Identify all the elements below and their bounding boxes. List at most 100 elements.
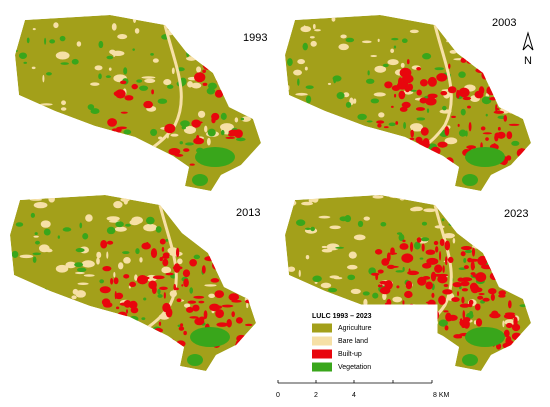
year-label: 2003	[492, 17, 516, 29]
vegetation-patch	[403, 122, 407, 129]
vegetation-patch	[240, 117, 245, 121]
vegetation-patch	[98, 73, 102, 80]
built-up-patch	[481, 255, 493, 259]
bare-land-patch	[202, 209, 211, 216]
vegetation-patch	[150, 53, 154, 56]
vegetation-patch	[465, 130, 468, 137]
built-up-patch	[444, 240, 451, 251]
bare-land-patch	[460, 195, 465, 202]
built-up-patch	[400, 146, 413, 156]
bare-land-patch	[321, 245, 328, 249]
built-up-patch	[131, 83, 138, 90]
built-up-patch	[437, 275, 448, 284]
built-up-patch	[161, 246, 165, 252]
built-up-patch	[458, 87, 470, 98]
bare-land-patch	[90, 82, 100, 86]
built-up-patch	[489, 272, 499, 281]
vegetation-patch	[357, 113, 367, 121]
built-up-patch	[440, 90, 448, 96]
vegetation-patch	[79, 222, 83, 229]
built-up-patch	[477, 295, 484, 300]
bare-land-patch	[285, 40, 289, 46]
built-up-patch	[195, 134, 200, 144]
built-up-patch	[180, 323, 184, 327]
vegetation-patch	[462, 354, 478, 366]
bare-land-patch	[365, 137, 377, 146]
bare-land-patch	[297, 59, 305, 65]
bare-land-patch	[171, 67, 175, 75]
vegetation-patch	[295, 283, 300, 287]
built-up-patch	[126, 330, 129, 340]
vegetation-patch	[181, 125, 186, 130]
bare-land-patch	[301, 201, 314, 206]
built-up-patch	[412, 150, 421, 156]
vegetation-patch	[413, 241, 421, 250]
vegetation-patch	[187, 354, 203, 366]
vegetation-patch	[108, 312, 116, 321]
vegetation-patch	[474, 213, 485, 219]
built-up-patch	[509, 241, 516, 249]
vegetation-patch	[334, 148, 338, 152]
built-up-patch	[509, 255, 520, 262]
year-label: 2023	[504, 208, 528, 220]
built-up-patch	[152, 275, 165, 280]
bare-land-patch	[229, 20, 237, 25]
vegetation-patch	[434, 67, 445, 71]
vegetation-patch	[420, 149, 423, 157]
built-up-patch	[493, 110, 505, 114]
lulc-map	[10, 195, 256, 371]
vegetation-patch	[287, 58, 293, 67]
built-up-patch	[124, 95, 134, 101]
built-up-patch	[460, 251, 466, 257]
bare-land-patch	[143, 223, 158, 232]
built-up-patch	[460, 246, 472, 251]
built-up-patch	[415, 136, 423, 144]
built-up-patch	[141, 242, 151, 250]
scale-label: 0	[276, 392, 280, 399]
vegetation-patch	[157, 294, 163, 298]
built-up-patch	[377, 269, 384, 274]
built-up-patch	[427, 76, 437, 87]
vegetation-patch	[210, 242, 220, 246]
bare-land-patch	[235, 64, 246, 69]
built-up-patch	[202, 69, 206, 73]
built-up-patch	[216, 322, 228, 327]
legend-swatch	[312, 362, 332, 372]
bare-land-patch	[310, 40, 317, 47]
built-up-patch	[109, 319, 115, 330]
vegetation-patch	[225, 224, 234, 230]
vegetation-patch	[123, 129, 132, 135]
built-up-patch	[404, 290, 413, 299]
bare-land-patch	[372, 195, 384, 199]
vegetation-patch	[285, 95, 287, 101]
bare-land-patch	[134, 274, 138, 281]
built-up-patch	[221, 304, 234, 308]
bare-land-patch	[77, 282, 89, 285]
vegetation-patch	[332, 75, 342, 82]
built-up-patch	[416, 89, 422, 96]
built-up-patch	[488, 288, 497, 295]
vegetation-patch	[339, 216, 348, 222]
bare-land-patch	[191, 82, 202, 89]
bare-land-patch	[496, 277, 500, 281]
built-up-patch	[105, 317, 112, 322]
bare-land-patch	[363, 216, 370, 221]
built-up-patch	[480, 264, 493, 270]
bare-land-patch	[85, 214, 93, 222]
built-up-patch	[519, 148, 524, 158]
built-up-patch	[433, 240, 439, 246]
built-up-patch	[462, 96, 472, 101]
built-up-patch	[517, 69, 526, 76]
bare-land-patch	[449, 49, 457, 54]
built-up-patch	[444, 256, 448, 266]
bare-land-patch	[123, 198, 128, 205]
built-up-patch	[224, 93, 237, 101]
bare-land-patch	[321, 248, 333, 253]
bare-land-patch	[292, 296, 302, 300]
bare-land-patch	[353, 234, 366, 241]
bare-land-patch	[113, 54, 116, 57]
bare-land-patch	[510, 98, 521, 106]
built-up-patch	[401, 74, 414, 84]
built-up-patch	[434, 264, 443, 273]
bare-land-patch	[370, 54, 378, 58]
